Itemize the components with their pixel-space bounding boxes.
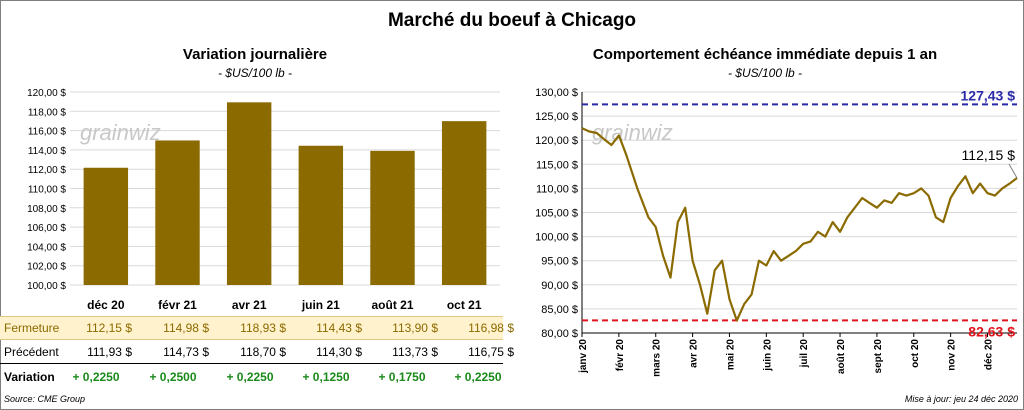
table-cell: 114,30 $ bbox=[316, 345, 362, 359]
table-cell: 114,73 $ bbox=[163, 345, 209, 359]
table-row-close: Fermeture 112,15 $ 114,98 $ 118,93 $ 114… bbox=[0, 316, 514, 340]
x-tick-label: juil 20 bbox=[799, 339, 810, 369]
price-series-line bbox=[581, 127, 1018, 322]
bar bbox=[370, 150, 415, 285]
table-cell: + 0,1250 bbox=[302, 370, 350, 384]
table-cell: 118,70 $ bbox=[240, 345, 286, 359]
table-cell: 113,90 $ bbox=[392, 321, 438, 335]
x-tick-label: déc 20 bbox=[984, 339, 995, 371]
y-tick-label: 115,00 $ bbox=[536, 159, 578, 171]
bar-chart-title: Variation journalière bbox=[182, 46, 328, 63]
table-cell: 114,98 $ bbox=[163, 321, 209, 335]
last-value-label: 112,15 $ bbox=[962, 147, 1016, 163]
table-row-previous: Précédent 111,93 $ 114,73 $ 118,70 $ 114… bbox=[0, 341, 514, 364]
x-tick-label: janv 20 bbox=[578, 339, 589, 374]
line-chart: 80,00 $ 85,00 $ 90,00 $ 95,00 $ 100,00 $ 105,… bbox=[535, 87, 1018, 377]
y-tick-label: 120,00 $ bbox=[535, 135, 578, 147]
line-chart-title: Comportement échéance immédiate depuis 1… bbox=[592, 46, 938, 63]
line-chart-subtitle: - $US/100 lb - bbox=[727, 66, 803, 80]
bar-chart: 100,00 $ 102,00 $ 104,00 $ 106,00 $ 108,00 $… bbox=[27, 88, 500, 312]
y-tick-label: 104,00 $ bbox=[27, 242, 66, 253]
table-cell: 112,15 $ bbox=[86, 321, 132, 335]
x-tick-label: mars 20 bbox=[652, 339, 663, 377]
y-tick-label: 118,00 $ bbox=[28, 107, 67, 118]
x-tick-label: sept 20 bbox=[873, 339, 884, 374]
table-cell: + 0,2250 bbox=[454, 370, 502, 384]
divider bbox=[512, 312, 513, 392]
x-tick-label: oct 21 bbox=[447, 298, 482, 312]
y-tick-label: 108,00 $ bbox=[27, 204, 66, 215]
row-label: Précédent bbox=[4, 345, 59, 359]
y-tick-label: 100,00 $ bbox=[535, 232, 578, 244]
y-tick-label: 116,00 $ bbox=[28, 127, 67, 138]
source-note: Source: CME Group bbox=[4, 394, 86, 404]
x-tick-label: août 21 bbox=[371, 298, 413, 312]
y-tick-label: 106,00 $ bbox=[27, 223, 66, 234]
y-tick-label: 80,00 $ bbox=[541, 328, 578, 340]
y-tick-label: 95,00 $ bbox=[541, 256, 578, 268]
y-tick-label: 125,00 $ bbox=[535, 111, 578, 123]
watermark-text: grainwiz bbox=[592, 120, 673, 145]
x-tick-label: avr 20 bbox=[689, 339, 700, 368]
min-reference-label: 82,63 $ bbox=[968, 323, 1015, 339]
x-tick-label: déc 20 bbox=[87, 298, 125, 312]
y-tick-label: 105,00 $ bbox=[535, 208, 578, 220]
table-cell: + 0,2250 bbox=[72, 370, 120, 384]
bar bbox=[155, 140, 200, 285]
x-tick-label: août 20 bbox=[836, 339, 847, 374]
x-tick-label: avr 21 bbox=[232, 298, 267, 312]
x-tick-label: févr 20 bbox=[615, 339, 626, 372]
page-title: Marché du boeuf à Chicago bbox=[387, 10, 637, 31]
bar bbox=[83, 167, 129, 285]
table-cell: 116,98 $ bbox=[468, 321, 514, 335]
table-cell: + 0,1750 bbox=[378, 370, 426, 384]
y-tick-label: 114,00 $ bbox=[28, 146, 67, 157]
x-tick-label: févr 21 bbox=[158, 298, 197, 312]
y-tick-label: 100,00 $ bbox=[27, 281, 66, 292]
x-tick-label: nov 20 bbox=[947, 339, 958, 371]
bar-chart-subtitle: - $US/100 lb - bbox=[217, 66, 293, 80]
table-cell: + 0,2250 bbox=[226, 370, 274, 384]
y-tick-label: 102,00 $ bbox=[27, 262, 66, 273]
y-tick-label: 85,00 $ bbox=[541, 304, 578, 316]
y-tick-label: 110,00 $ bbox=[28, 185, 67, 196]
update-note: Mise à jour: jeu 24 déc 2020 bbox=[904, 394, 1018, 404]
watermark-text: grainwiz bbox=[80, 120, 161, 145]
last-value-leader bbox=[1008, 163, 1018, 179]
y-tick-label: 120,00 $ bbox=[27, 88, 66, 99]
bar bbox=[441, 121, 487, 285]
row-label: Fermeture bbox=[4, 321, 60, 335]
table-cell: 113,73 $ bbox=[392, 345, 438, 359]
bar bbox=[298, 145, 344, 285]
table-cell: + 0,2500 bbox=[149, 370, 197, 384]
bar bbox=[226, 102, 272, 285]
y-tick-label: 112,00 $ bbox=[28, 165, 67, 176]
y-tick-label: 130,00 $ bbox=[535, 87, 578, 99]
y-tick-label: 90,00 $ bbox=[541, 280, 578, 292]
row-label: Variation bbox=[4, 370, 55, 384]
table-cell: 116,75 $ bbox=[468, 345, 514, 359]
x-tick-label: mai 20 bbox=[725, 339, 736, 371]
x-tick-label: juin 21 bbox=[301, 298, 340, 312]
table-row-variation: Variation + 0,2250 + 0,2500 + 0,2250 + 0… bbox=[0, 366, 503, 388]
y-tick-label: 110,00 $ bbox=[536, 183, 578, 195]
table-cell: 114,43 $ bbox=[316, 321, 362, 335]
table-cell: 118,93 $ bbox=[240, 321, 286, 335]
x-tick-label: oct 20 bbox=[910, 339, 921, 368]
max-reference-label: 127,43 $ bbox=[961, 87, 1016, 103]
table-cell: 111,93 $ bbox=[87, 345, 132, 359]
x-tick-label: juin 20 bbox=[762, 339, 773, 372]
